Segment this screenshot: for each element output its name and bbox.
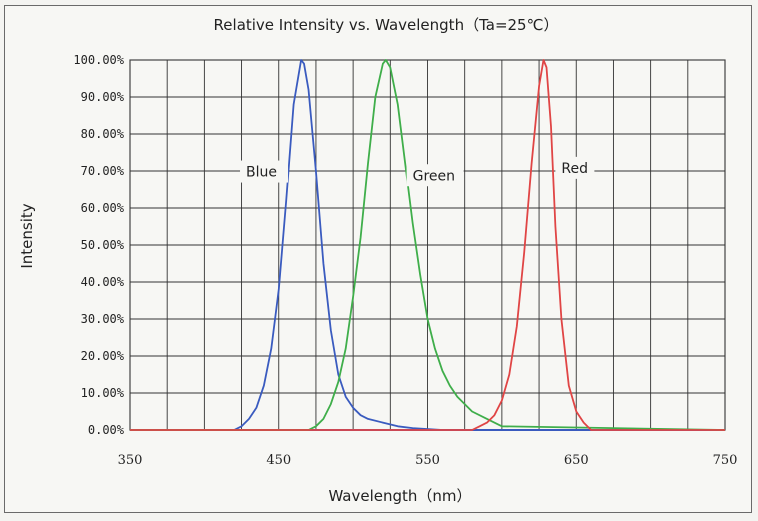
x-tick-label: 550 <box>415 453 440 468</box>
y-tick-label: 10.00% <box>81 386 125 400</box>
x-axis-label: Wavelength（nm） <box>328 487 471 505</box>
y-tick-label: 80.00% <box>81 127 125 141</box>
y-tick-label: 50.00% <box>81 238 125 252</box>
y-tick-label: 100.00% <box>73 53 124 67</box>
grid <box>129 59 726 431</box>
label-bg <box>406 164 464 187</box>
y-tick-label: 0.00% <box>88 423 125 437</box>
x-tick-label: 750 <box>713 453 738 468</box>
label-bg <box>555 156 595 179</box>
x-tick-label: 650 <box>564 453 589 468</box>
label-bg <box>240 160 289 183</box>
series-labels: Blue Green Red <box>240 156 595 187</box>
y-axis-label: Intensity <box>18 203 36 268</box>
x-tick-label: 450 <box>266 453 291 468</box>
x-tick-labels: 350 450 550 650 750 <box>118 453 738 468</box>
chart-title: Relative Intensity vs. Wavelength（Ta=25℃… <box>214 16 559 34</box>
y-tick-label: 90.00% <box>81 90 125 104</box>
series-line-blue <box>130 59 725 431</box>
series-lines <box>130 59 726 431</box>
y-tick-label: 20.00% <box>81 349 125 363</box>
x-tick-label: 350 <box>118 453 143 468</box>
series-line-green <box>130 59 726 431</box>
y-tick-label: 40.00% <box>81 275 125 289</box>
y-tick-label: 30.00% <box>81 312 125 326</box>
y-tick-label: 60.00% <box>81 201 125 215</box>
y-tick-label: 70.00% <box>81 164 125 178</box>
series-line-red <box>130 59 725 431</box>
series-label-green: Green <box>413 168 455 184</box>
series-label-red: Red <box>561 161 588 177</box>
series-label-blue: Blue <box>246 165 277 181</box>
y-tick-labels: 0.00% 10.00% 20.00% 30.00% 40.00% 50.00% 60.00… <box>73 53 124 437</box>
